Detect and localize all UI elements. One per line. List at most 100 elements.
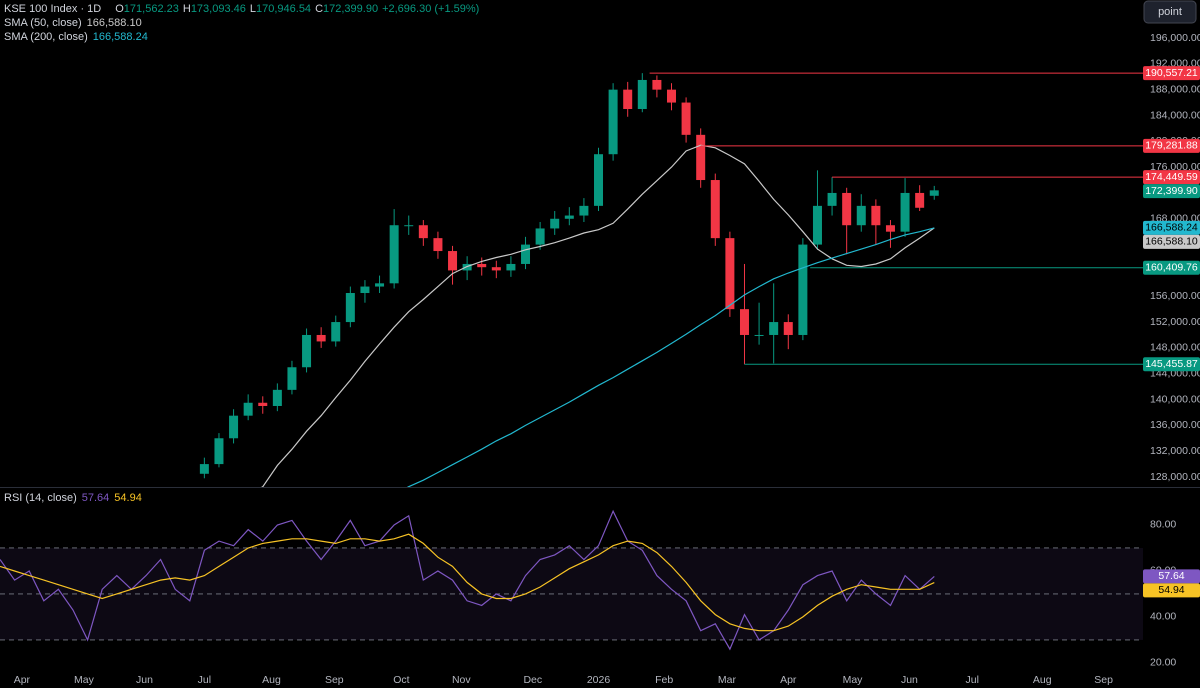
y-tick-label: 152,000.00 — [1150, 316, 1200, 328]
indicator-legend: SMA (50, close) 166,588.10 — [4, 17, 142, 29]
ohlc-value: 173,093.46 — [191, 3, 246, 15]
sma-line — [406, 227, 935, 487]
y-tick-label: 184,000.00 — [1150, 109, 1200, 121]
y-tick-label: 188,000.00 — [1150, 83, 1200, 95]
candle-body — [871, 205, 881, 226]
candle-body — [287, 367, 297, 390]
y-tick-label: 140,000.00 — [1150, 393, 1200, 405]
x-tick-label: Jul — [198, 674, 211, 686]
ohlc-key: O — [115, 3, 124, 15]
x-tick-label: Apr — [14, 674, 31, 686]
ohlc-key: C — [315, 3, 323, 15]
candle-body — [433, 238, 443, 252]
indicator-name: SMA (200, close) — [4, 31, 88, 43]
candle-body — [696, 134, 706, 181]
y-tick-label: 128,000.00 — [1150, 471, 1200, 483]
rsi-pane — [0, 509, 1143, 651]
price-tag-label: 166,588.10 — [1145, 236, 1198, 248]
candle-body — [725, 238, 735, 310]
y-tick-label: 132,000.00 — [1150, 445, 1200, 457]
ohlc-value: 171,562.23 — [124, 3, 179, 15]
candle-body — [506, 263, 516, 271]
candle-body — [302, 334, 312, 368]
x-tick-label: Mar — [718, 674, 737, 686]
price-tag-label: 172,399.90 — [1145, 185, 1198, 197]
indicator-legend: SMA (200, close) 166,588.24 — [4, 31, 148, 43]
rsi-line — [0, 533, 935, 632]
overlay: 128,000.00 132,000.00 136,000.00 140,000.00… — [4, 3, 1200, 686]
change: +2,696.30 (+1.59%) — [382, 3, 479, 15]
rsi-tick-label: 20.00 — [1150, 657, 1176, 669]
candle-body — [710, 180, 720, 239]
candle-body — [812, 205, 822, 245]
rsi-legend-value: 54.94 — [114, 492, 142, 504]
ohlc-key: L — [250, 3, 256, 15]
y-tick-label: 136,000.00 — [1150, 419, 1200, 431]
candle-body — [199, 464, 209, 474]
candle-body — [739, 309, 749, 335]
indicator-value: 166,588.24 — [93, 31, 148, 43]
candle-body — [535, 228, 545, 245]
x-tick-label: Aug — [262, 674, 281, 686]
price-tag — [1143, 234, 1200, 249]
candle-body — [462, 263, 472, 271]
rsi-line — [0, 509, 935, 651]
candle-body — [360, 286, 370, 294]
candle-body — [345, 293, 355, 323]
candle-body — [477, 263, 487, 268]
x-tick-label: May — [843, 674, 864, 686]
price-tag-label: 145,455.87 — [1145, 358, 1198, 370]
x-tick-label: Jun — [136, 674, 153, 686]
price-tag — [1143, 66, 1200, 81]
price-tag-label: 166,588.24 — [1145, 222, 1198, 234]
y-tick-label: 148,000.00 — [1150, 342, 1200, 354]
ohlc-value: 172,399.90 — [323, 3, 378, 15]
price-tag — [1143, 184, 1200, 199]
candle-body — [637, 79, 647, 110]
x-tick-label: Sep — [325, 674, 344, 686]
price-tag-label: 160,409.76 — [1145, 262, 1198, 274]
y-tick-label: 176,000.00 — [1150, 161, 1200, 173]
candle-body — [564, 215, 574, 219]
indicator-value: 166,588.10 — [87, 17, 142, 29]
price-tag-label: 190,557.21 — [1145, 67, 1198, 79]
price-tag — [1143, 357, 1200, 372]
price-tag — [1143, 220, 1200, 235]
x-tick-label: Feb — [655, 674, 673, 686]
candle-body — [404, 225, 414, 227]
price-tag — [1143, 138, 1200, 153]
candle-body — [827, 192, 837, 206]
candle-body — [316, 334, 326, 342]
candle-body — [666, 89, 676, 103]
rsi-tag — [1143, 569, 1200, 584]
x-tick-label: Sep — [1094, 674, 1113, 686]
rsi-tag-label: 54.94 — [1158, 584, 1184, 596]
candle-body — [900, 192, 910, 232]
candle-body — [550, 218, 560, 229]
candle-body — [856, 205, 866, 226]
candle-body — [681, 102, 691, 135]
candle-body — [608, 89, 618, 155]
x-tick-label: Nov — [452, 674, 471, 686]
candle-body — [842, 192, 852, 226]
candle-body — [418, 225, 428, 239]
candle-body — [521, 244, 531, 264]
price-pane — [199, 72, 1143, 487]
indicator-name: SMA (50, close) — [4, 17, 82, 29]
candle-body — [389, 225, 399, 284]
scale-button[interactable] — [1143, 0, 1197, 24]
ohlc-key: H — [183, 3, 191, 15]
candle-body — [491, 267, 501, 271]
candle-body — [769, 322, 779, 335]
candle-body — [652, 79, 662, 90]
candle-body — [579, 205, 589, 216]
candle-body — [885, 225, 895, 232]
candle-body — [623, 89, 633, 110]
x-tick-label: Aug — [1033, 674, 1052, 686]
candle-body — [798, 244, 808, 335]
rsi-title: RSI (14, close) — [4, 492, 77, 504]
candle-body — [243, 402, 253, 416]
rsi-legend: RSI (14, close) 57.64 54.94 — [4, 492, 142, 504]
rsi-legend-value: 57.64 — [82, 492, 110, 504]
scale-button-label[interactable]: point — [1158, 6, 1182, 18]
